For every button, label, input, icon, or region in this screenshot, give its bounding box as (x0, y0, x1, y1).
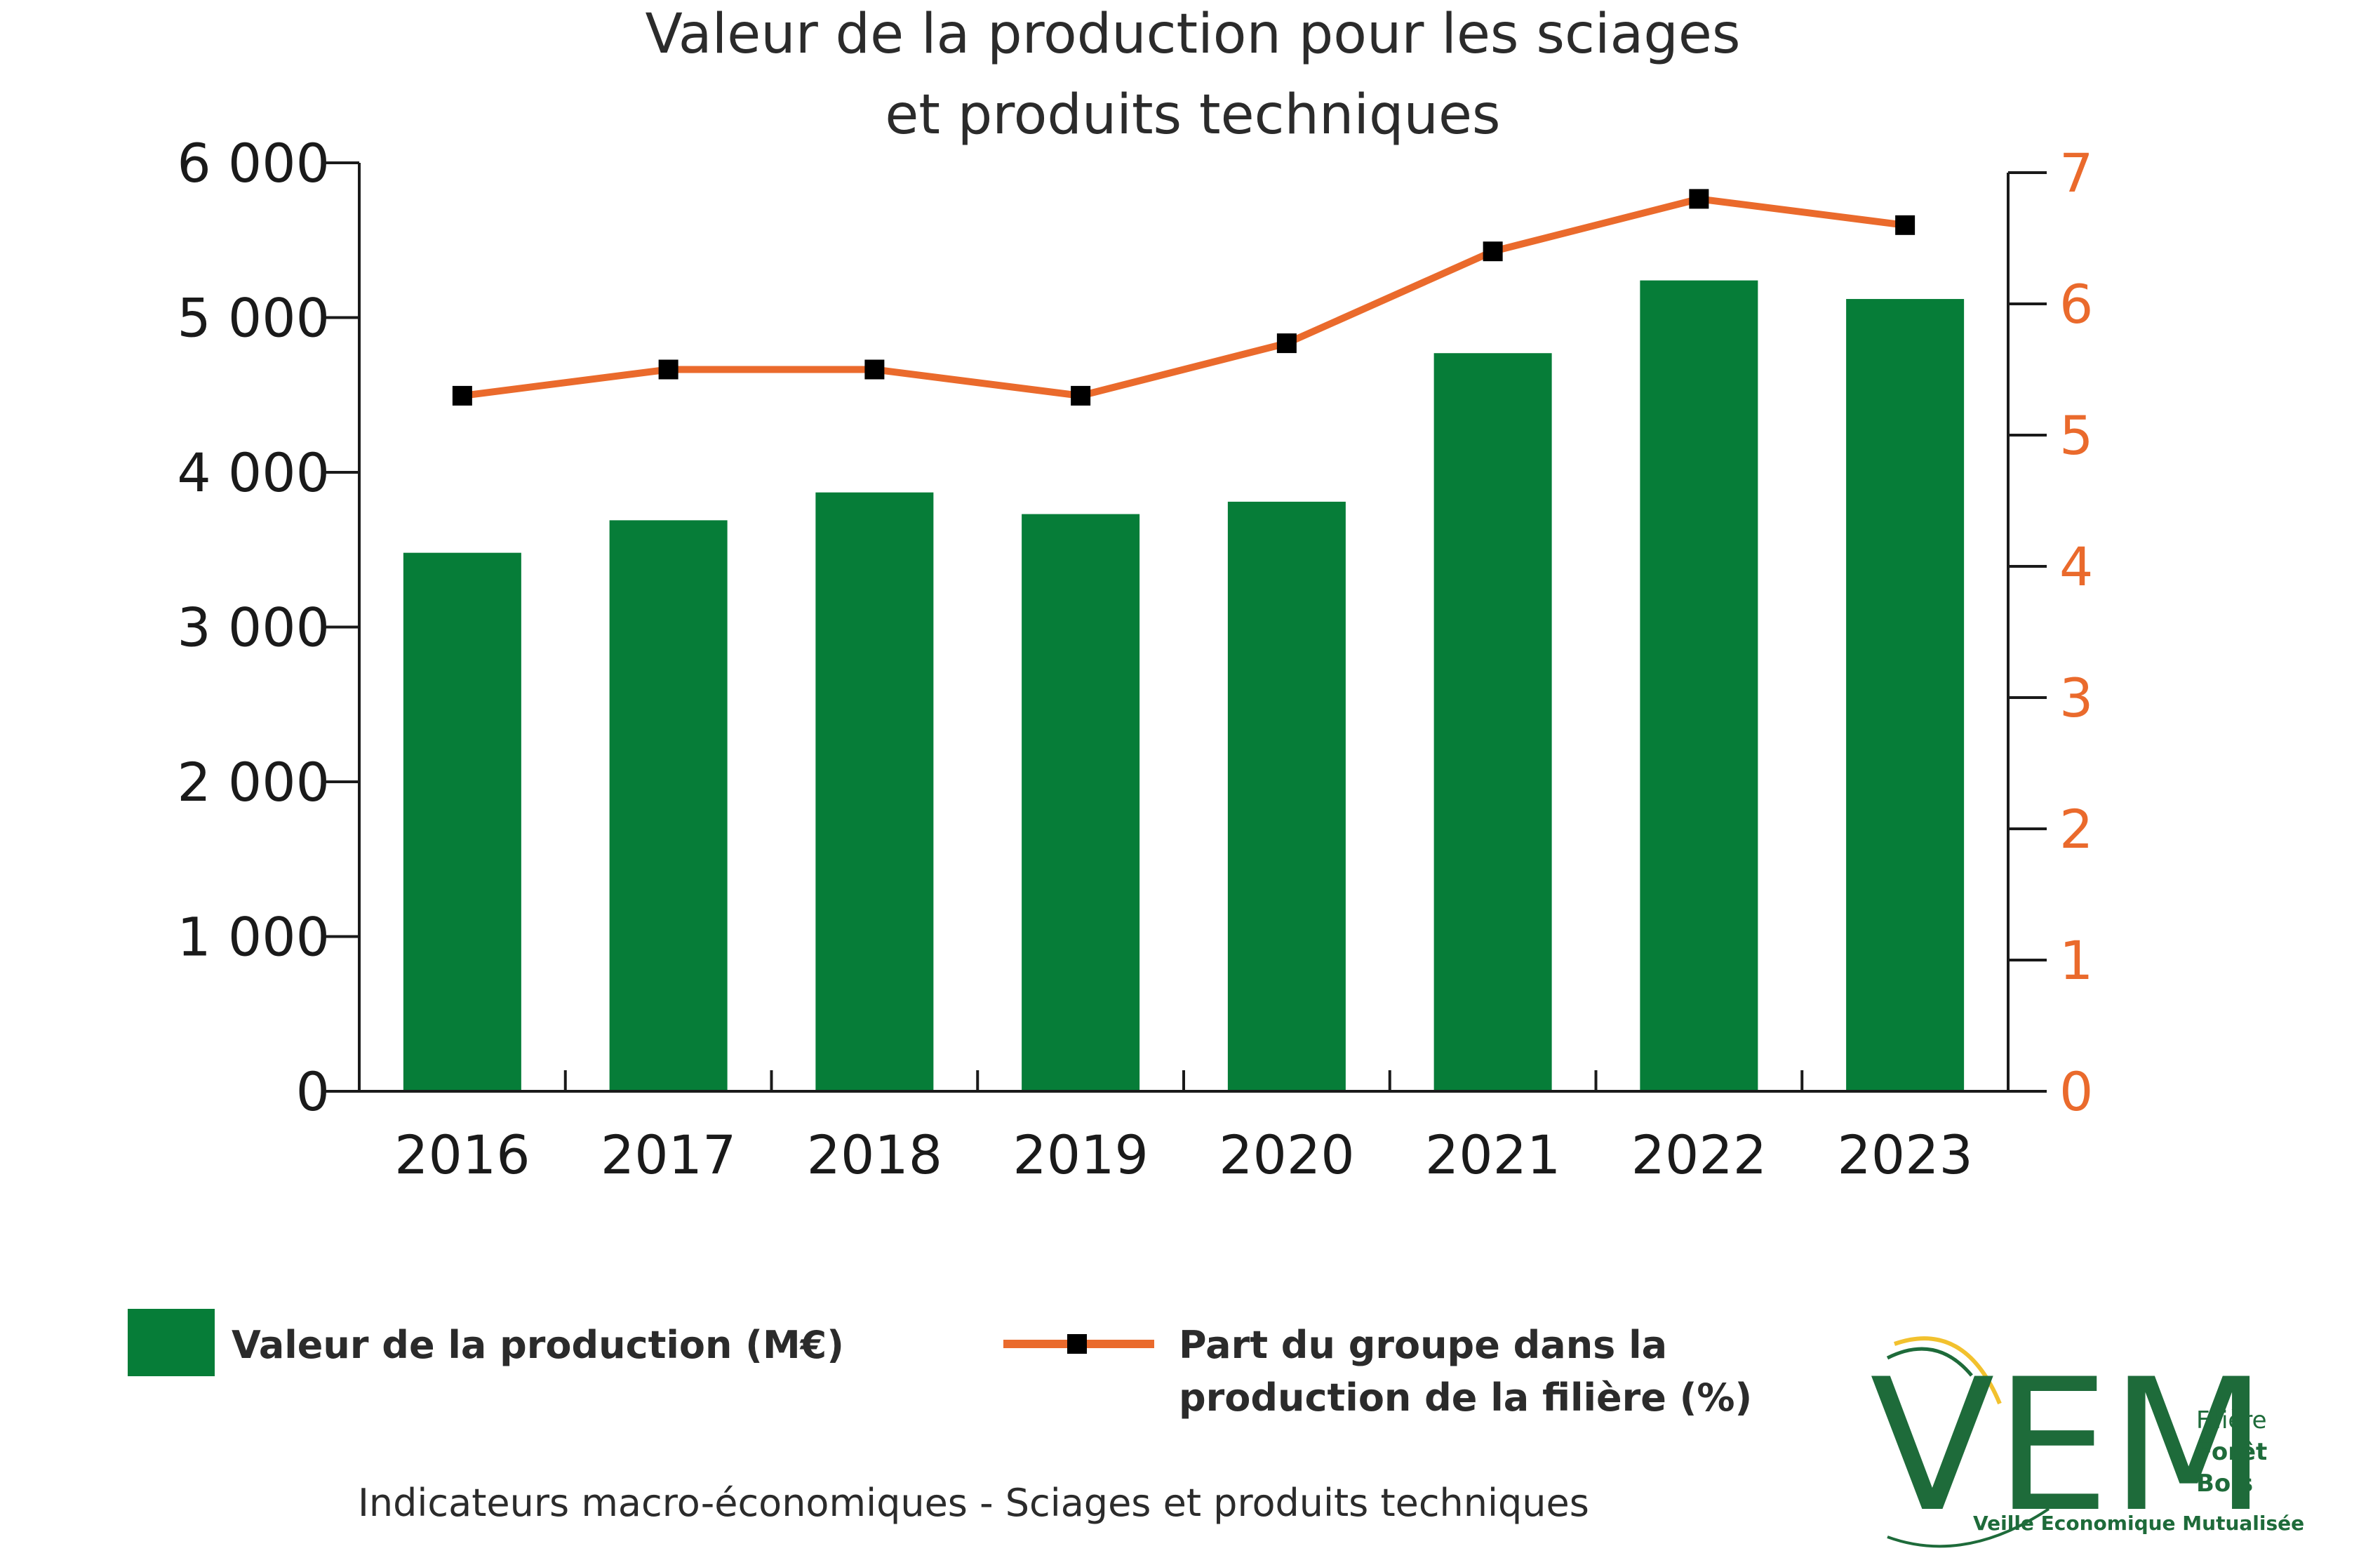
bar-2020 (1227, 501, 1346, 1091)
line-marker-2023 (1895, 215, 1916, 235)
x-tick-label: 2019 (1012, 1124, 1148, 1186)
legend-bar-swatch (128, 1309, 215, 1376)
bar-series (403, 280, 1965, 1092)
bar-2018 (815, 492, 934, 1091)
line-marker-2020 (1276, 333, 1297, 354)
x-tick-label: 2017 (601, 1124, 736, 1186)
right-tick-label: 5 (2059, 404, 2093, 467)
bar-2017 (609, 520, 728, 1091)
legend-line-label-line-1: Part du groupe dans la (1179, 1323, 1667, 1367)
right-tick-label: 2 (2059, 798, 2093, 860)
left-tick-label: 0 (296, 1060, 330, 1123)
line-marker-2016 (452, 385, 472, 406)
left-tick-label: 3 000 (177, 597, 330, 659)
x-tick-label: 2016 (394, 1124, 530, 1186)
x-tick-label: 2018 (807, 1124, 942, 1186)
logo-tagline: Veille Economique Mutualisée (1973, 1512, 2304, 1535)
logo-green-arc (1886, 1347, 1973, 1377)
legend: Valeur de la production (M€) Part du gro… (128, 1309, 1752, 1420)
line-marker-2019 (1071, 385, 1091, 406)
logo-foret: Forêt (2196, 1438, 2267, 1466)
line-marker-2017 (658, 359, 678, 380)
footer-caption: Indicateurs macro-économiques - Sciages … (358, 1481, 1589, 1525)
left-y-axis-ticks: 0 1 000 2 000 3 000 4 000 5 000 6 000 (177, 132, 359, 1123)
chart-title-line-2: et produits techniques (885, 84, 1500, 147)
x-tick-label: 2020 (1219, 1124, 1354, 1186)
bar-2021 (1433, 353, 1552, 1092)
logo-filiere: Filière (2196, 1406, 2267, 1434)
x-axis-ticks: 2016 2017 2018 2019 2020 2021 2022 2023 (394, 1124, 1973, 1186)
x-tick-label: 2022 (1631, 1124, 1767, 1186)
right-tick-label: 0 (2059, 1060, 2093, 1123)
line-marker-2022 (1689, 189, 1709, 209)
x-tick-label: 2023 (1837, 1124, 1972, 1186)
right-y-axis-ticks: 0 1 2 3 4 5 6 7 (2008, 142, 2093, 1123)
legend-line-label-line-2: production de la filière (%) (1179, 1376, 1752, 1420)
right-tick-label: 4 (2059, 535, 2093, 598)
right-tick-label: 3 (2059, 667, 2093, 729)
chart-title-line-1: Valeur de la production pour les sciages (646, 3, 1741, 66)
legend-line-marker (1067, 1334, 1087, 1354)
axes (358, 163, 2010, 1093)
line-marker-2018 (864, 359, 885, 380)
right-tick-label: 7 (2059, 142, 2093, 204)
logo-green-arc-bottom (1887, 1507, 2050, 1548)
line-marker-2021 (1483, 241, 1503, 262)
logo-letters: VEM (1870, 1340, 2267, 1552)
bar-2023 (1846, 299, 1965, 1091)
line-series (452, 189, 1916, 406)
share-line (462, 195, 1906, 399)
bar-2016 (403, 552, 521, 1091)
left-tick-label: 6 000 (177, 132, 330, 194)
x-tick-label: 2021 (1425, 1124, 1560, 1186)
left-tick-label: 2 000 (177, 751, 330, 813)
bar-2019 (1022, 514, 1140, 1091)
left-tick-label: 4 000 (177, 441, 330, 504)
right-tick-label: 1 (2059, 929, 2093, 992)
right-tick-label: 6 (2059, 273, 2093, 335)
bar-2022 (1640, 280, 1758, 1092)
logo-yellow-arc (1894, 1336, 2002, 1405)
left-tick-label: 5 000 (177, 287, 330, 349)
left-tick-label: 1 000 (177, 906, 330, 968)
vem-logo: VEM Filière Forêt Bois Veille Economique… (1870, 1336, 2304, 1552)
logo-bois: Bois (2196, 1470, 2253, 1498)
legend-bar-label: Valeur de la production (M€) (232, 1323, 844, 1367)
